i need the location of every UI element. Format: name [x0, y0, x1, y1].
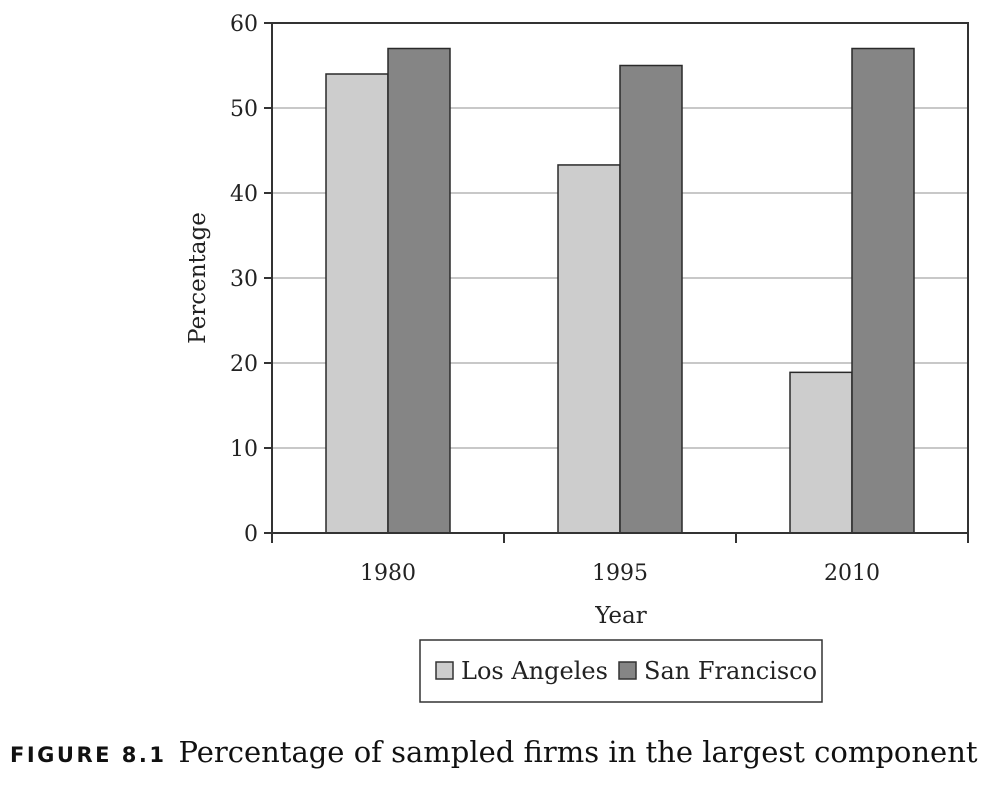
- y-tick-label: 50: [230, 97, 258, 122]
- y-tick-label: 30: [230, 267, 258, 292]
- legend-label-los-angeles: Los Angeles: [461, 657, 608, 685]
- y-tick-label: 20: [230, 352, 258, 377]
- x-tick-label: 1995: [592, 561, 648, 586]
- bars: [325, 47, 915, 534]
- bar-los-angeles-1995: [557, 164, 621, 534]
- bar-chart: 0 10 20 30 40 50 60 1980 1995 2010 Percentage Ye…: [185, 12, 969, 703]
- bar-san-francisco-2010: [851, 47, 915, 534]
- x-axis: 1980 1995 2010: [271, 533, 969, 586]
- y-tick-label: 40: [230, 182, 258, 207]
- y-axis: 0 10 20 30 40 50 60: [230, 12, 272, 547]
- y-tick-label: 0: [244, 522, 258, 547]
- bar-san-francisco-1995: [619, 64, 683, 534]
- x-tick-label: 2010: [824, 561, 880, 586]
- figure-number: FIGURE 8.1: [10, 743, 167, 767]
- y-tick-label: 10: [230, 437, 258, 462]
- x-axis-title: Year: [594, 603, 647, 629]
- figure-caption-text: Percentage of sampled firms in the large…: [178, 735, 978, 769]
- bar-san-francisco-1980: [387, 47, 451, 534]
- legend-swatch-los-angeles: [435, 661, 454, 680]
- legend-swatch-san-francisco: [618, 661, 637, 680]
- bar-los-angeles-1980: [325, 73, 389, 534]
- y-axis-title: Percentage: [185, 212, 211, 344]
- legend-label-san-francisco: San Francisco: [644, 657, 817, 685]
- bar-los-angeles-2010: [789, 371, 853, 534]
- legend: Los Angeles San Francisco: [419, 639, 823, 703]
- x-tick-label: 1980: [360, 561, 416, 586]
- figure-caption: FIGURE 8.1 Percentage of sampled firms in…: [10, 735, 978, 769]
- y-tick-label: 60: [230, 12, 258, 37]
